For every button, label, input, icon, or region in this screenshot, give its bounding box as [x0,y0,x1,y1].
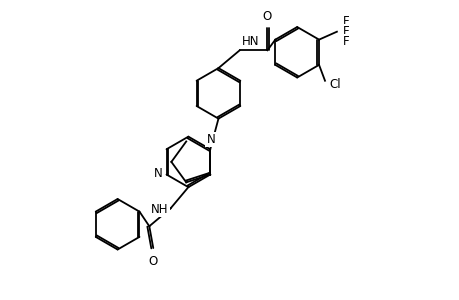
Text: F: F [342,15,349,28]
Text: Cl: Cl [328,78,340,91]
Text: HN: HN [241,35,258,48]
Text: O: O [262,10,271,22]
Text: F: F [342,35,349,48]
Text: O: O [148,255,157,268]
Text: N: N [206,133,215,146]
Text: N: N [154,167,162,180]
Text: F: F [342,25,349,38]
Text: NH: NH [151,203,168,216]
